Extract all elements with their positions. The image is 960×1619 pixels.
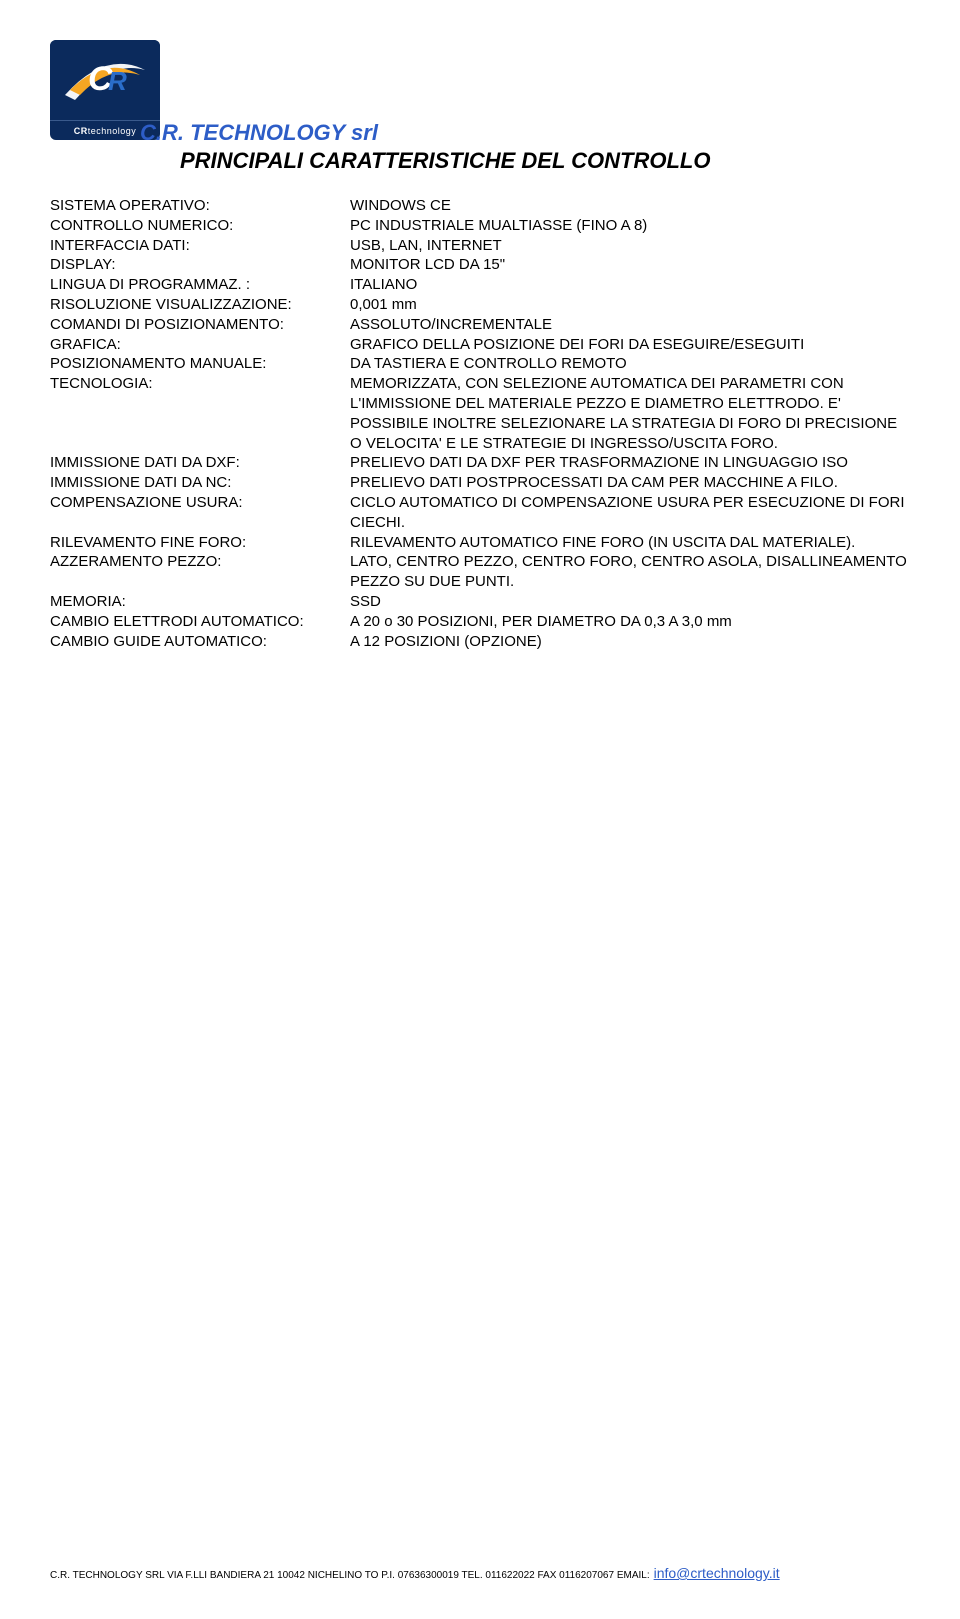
spec-value: RILEVAMENTO AUTOMATICO FINE FORO (IN USC… (350, 533, 910, 553)
spec-row: COMPENSAZIONE USURA:CICLO AUTOMATICO DI … (50, 493, 910, 533)
spec-row: CAMBIO GUIDE AUTOMATICO:A 12 POSIZIONI (… (50, 632, 910, 652)
spec-value: MEMORIZZATA, CON SELEZIONE AUTOMATICA DE… (350, 374, 910, 453)
spec-row: IMMISSIONE DATI DA NC:PRELIEVO DATI POST… (50, 473, 910, 493)
spec-row: MEMORIA:SSD (50, 592, 910, 612)
spec-label: TECNOLOGIA: (50, 374, 350, 453)
spec-value: A 20 o 30 POSIZIONI, PER DIAMETRO DA 0,3… (350, 612, 910, 632)
spec-row: RILEVAMENTO FINE FORO:RILEVAMENTO AUTOMA… (50, 533, 910, 553)
spec-value: A 12 POSIZIONI (OPZIONE) (350, 632, 910, 652)
header: C.R. TECHNOLOGY srl (140, 120, 910, 146)
spec-row: AZZERAMENTO PEZZO:LATO, CENTRO PEZZO, CE… (50, 552, 910, 592)
spec-row: RISOLUZIONE VISUALIZZAZIONE:0,001 mm (50, 295, 910, 315)
spec-value: CICLO AUTOMATICO DI COMPENSAZIONE USURA … (350, 493, 910, 533)
spec-value: WINDOWS CE (350, 196, 910, 216)
spec-label: CAMBIO GUIDE AUTOMATICO: (50, 632, 350, 652)
footer: C.R. TECHNOLOGY SRL VIA F.LLI BANDIERA 2… (50, 1565, 910, 1581)
spec-label: IMMISSIONE DATI DA NC: (50, 473, 350, 493)
spec-value: PRELIEVO DATI POSTPROCESSATI DA CAM PER … (350, 473, 910, 493)
logo-graphic: C R (50, 40, 160, 120)
spec-row: COMANDI DI POSIZIONAMENTO:ASSOLUTO/INCRE… (50, 315, 910, 335)
logo-svg: C R (50, 40, 160, 120)
spec-label: COMPENSAZIONE USURA: (50, 493, 350, 533)
spec-row: GRAFICA:GRAFICO DELLA POSIZIONE DEI FORI… (50, 335, 910, 355)
spec-label: MEMORIA: (50, 592, 350, 612)
svg-text:R: R (108, 66, 127, 96)
spec-row: POSIZIONAMENTO MANUALE:DA TASTIERA E CON… (50, 354, 910, 374)
spec-row: CAMBIO ELETTRODI AUTOMATICO:A 20 o 30 PO… (50, 612, 910, 632)
spec-value: ITALIANO (350, 275, 910, 295)
specs-list: SISTEMA OPERATIVO:WINDOWS CECONTROLLO NU… (50, 196, 910, 651)
spec-row: INTERFACCIA DATI:USB, LAN, INTERNET (50, 236, 910, 256)
spec-row: TECNOLOGIA:MEMORIZZATA, CON SELEZIONE AU… (50, 374, 910, 453)
spec-value: LATO, CENTRO PEZZO, CENTRO FORO, CENTRO … (350, 552, 910, 592)
footer-email-link[interactable]: info@crtechnology.it (654, 1565, 780, 1581)
spec-label: RILEVAMENTO FINE FORO: (50, 533, 350, 553)
spec-label: INTERFACCIA DATI: (50, 236, 350, 256)
spec-value: ASSOLUTO/INCREMENTALE (350, 315, 910, 335)
spec-label: LINGUA DI PROGRAMMAZ. : (50, 275, 350, 295)
spec-label: SISTEMA OPERATIVO: (50, 196, 350, 216)
spec-value: GRAFICO DELLA POSIZIONE DEI FORI DA ESEG… (350, 335, 910, 355)
page-title: PRINCIPALI CARATTERISTICHE DEL CONTROLLO (180, 148, 910, 174)
spec-label: POSIZIONAMENTO MANUALE: (50, 354, 350, 374)
spec-value: 0,001 mm (350, 295, 910, 315)
spec-label: DISPLAY: (50, 255, 350, 275)
spec-value: SSD (350, 592, 910, 612)
spec-value: PRELIEVO DATI DA DXF PER TRASFORMAZIONE … (350, 453, 910, 473)
spec-row: LINGUA DI PROGRAMMAZ. :ITALIANO (50, 275, 910, 295)
page: C R CRtechnology C.R. TECHNOLOGY srl PRI… (0, 0, 960, 1619)
spec-label: COMANDI DI POSIZIONAMENTO: (50, 315, 350, 335)
spec-label: AZZERAMENTO PEZZO: (50, 552, 350, 592)
spec-label: GRAFICA: (50, 335, 350, 355)
spec-value: DA TASTIERA E CONTROLLO REMOTO (350, 354, 910, 374)
logo-brand-text: CRtechnology (74, 126, 137, 136)
company-name: C.R. TECHNOLOGY srl (140, 120, 378, 146)
spec-label: RISOLUZIONE VISUALIZZAZIONE: (50, 295, 350, 315)
spec-label: CAMBIO ELETTRODI AUTOMATICO: (50, 612, 350, 632)
footer-text: C.R. TECHNOLOGY SRL VIA F.LLI BANDIERA 2… (50, 1570, 650, 1581)
spec-label: IMMISSIONE DATI DA DXF: (50, 453, 350, 473)
spec-row: DISPLAY:MONITOR LCD DA 15" (50, 255, 910, 275)
spec-row: IMMISSIONE DATI DA DXF:PRELIEVO DATI DA … (50, 453, 910, 473)
spec-value: USB, LAN, INTERNET (350, 236, 910, 256)
spec-row: CONTROLLO NUMERICO:PC INDUSTRIALE MUALTI… (50, 216, 910, 236)
spec-value: MONITOR LCD DA 15" (350, 255, 910, 275)
spec-label: CONTROLLO NUMERICO: (50, 216, 350, 236)
spec-row: SISTEMA OPERATIVO:WINDOWS CE (50, 196, 910, 216)
spec-value: PC INDUSTRIALE MUALTIASSE (FINO A 8) (350, 216, 910, 236)
